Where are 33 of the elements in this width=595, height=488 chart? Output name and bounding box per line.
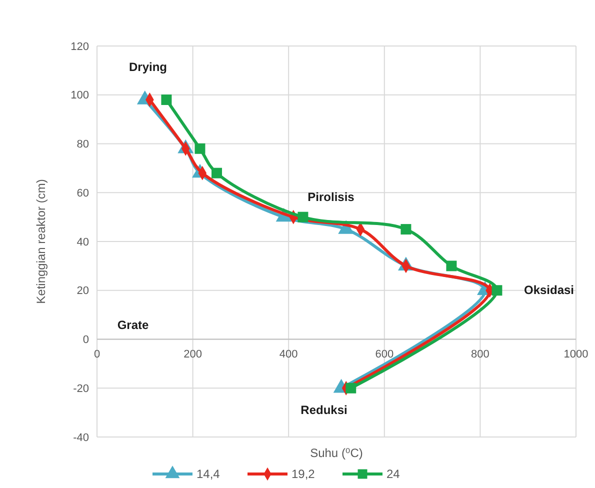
x-tick-label: 0 — [94, 348, 100, 360]
annotation: Grate — [117, 318, 149, 332]
annotation: Reduksi — [300, 403, 348, 418]
legend-label: 14,4 — [196, 467, 220, 482]
point — [446, 260, 457, 272]
point — [298, 212, 308, 222]
point — [492, 285, 502, 296]
y-tick-label: 60 — [76, 187, 89, 200]
point — [212, 168, 222, 178]
x-tick-label: 800 — [471, 348, 490, 360]
point — [346, 382, 356, 394]
x-tick-label: 200 — [184, 348, 202, 360]
y-tick-label: 20 — [76, 285, 89, 298]
point — [161, 94, 172, 106]
y-tick-label: -20 — [73, 382, 89, 395]
point — [194, 143, 206, 154]
x-tick-label: 600 — [375, 348, 394, 360]
y-tick-label: 80 — [76, 138, 89, 151]
x-tick-label: 1000 — [564, 348, 588, 360]
y-tick-label: 0 — [82, 334, 89, 346]
y-tick-label: 100 — [70, 90, 89, 102]
point — [400, 224, 412, 235]
x-tick-label: 400 — [279, 348, 298, 360]
y-tick-label: 40 — [76, 236, 89, 248]
legend-label: 24 — [386, 467, 400, 482]
annotation: Pirolisis — [308, 190, 355, 204]
y-tick-label: -40 — [73, 432, 89, 444]
legend-label: 19,2 — [292, 467, 316, 482]
y-tick-label: 120 — [70, 40, 89, 53]
x-axis-title: Suhu (⁰C) — [310, 446, 363, 460]
annotation: Oksidasi — [524, 283, 574, 298]
y-axis-title: Ketinggian reaktor (cm) — [34, 179, 48, 304]
annotation: Drying — [128, 60, 168, 74]
